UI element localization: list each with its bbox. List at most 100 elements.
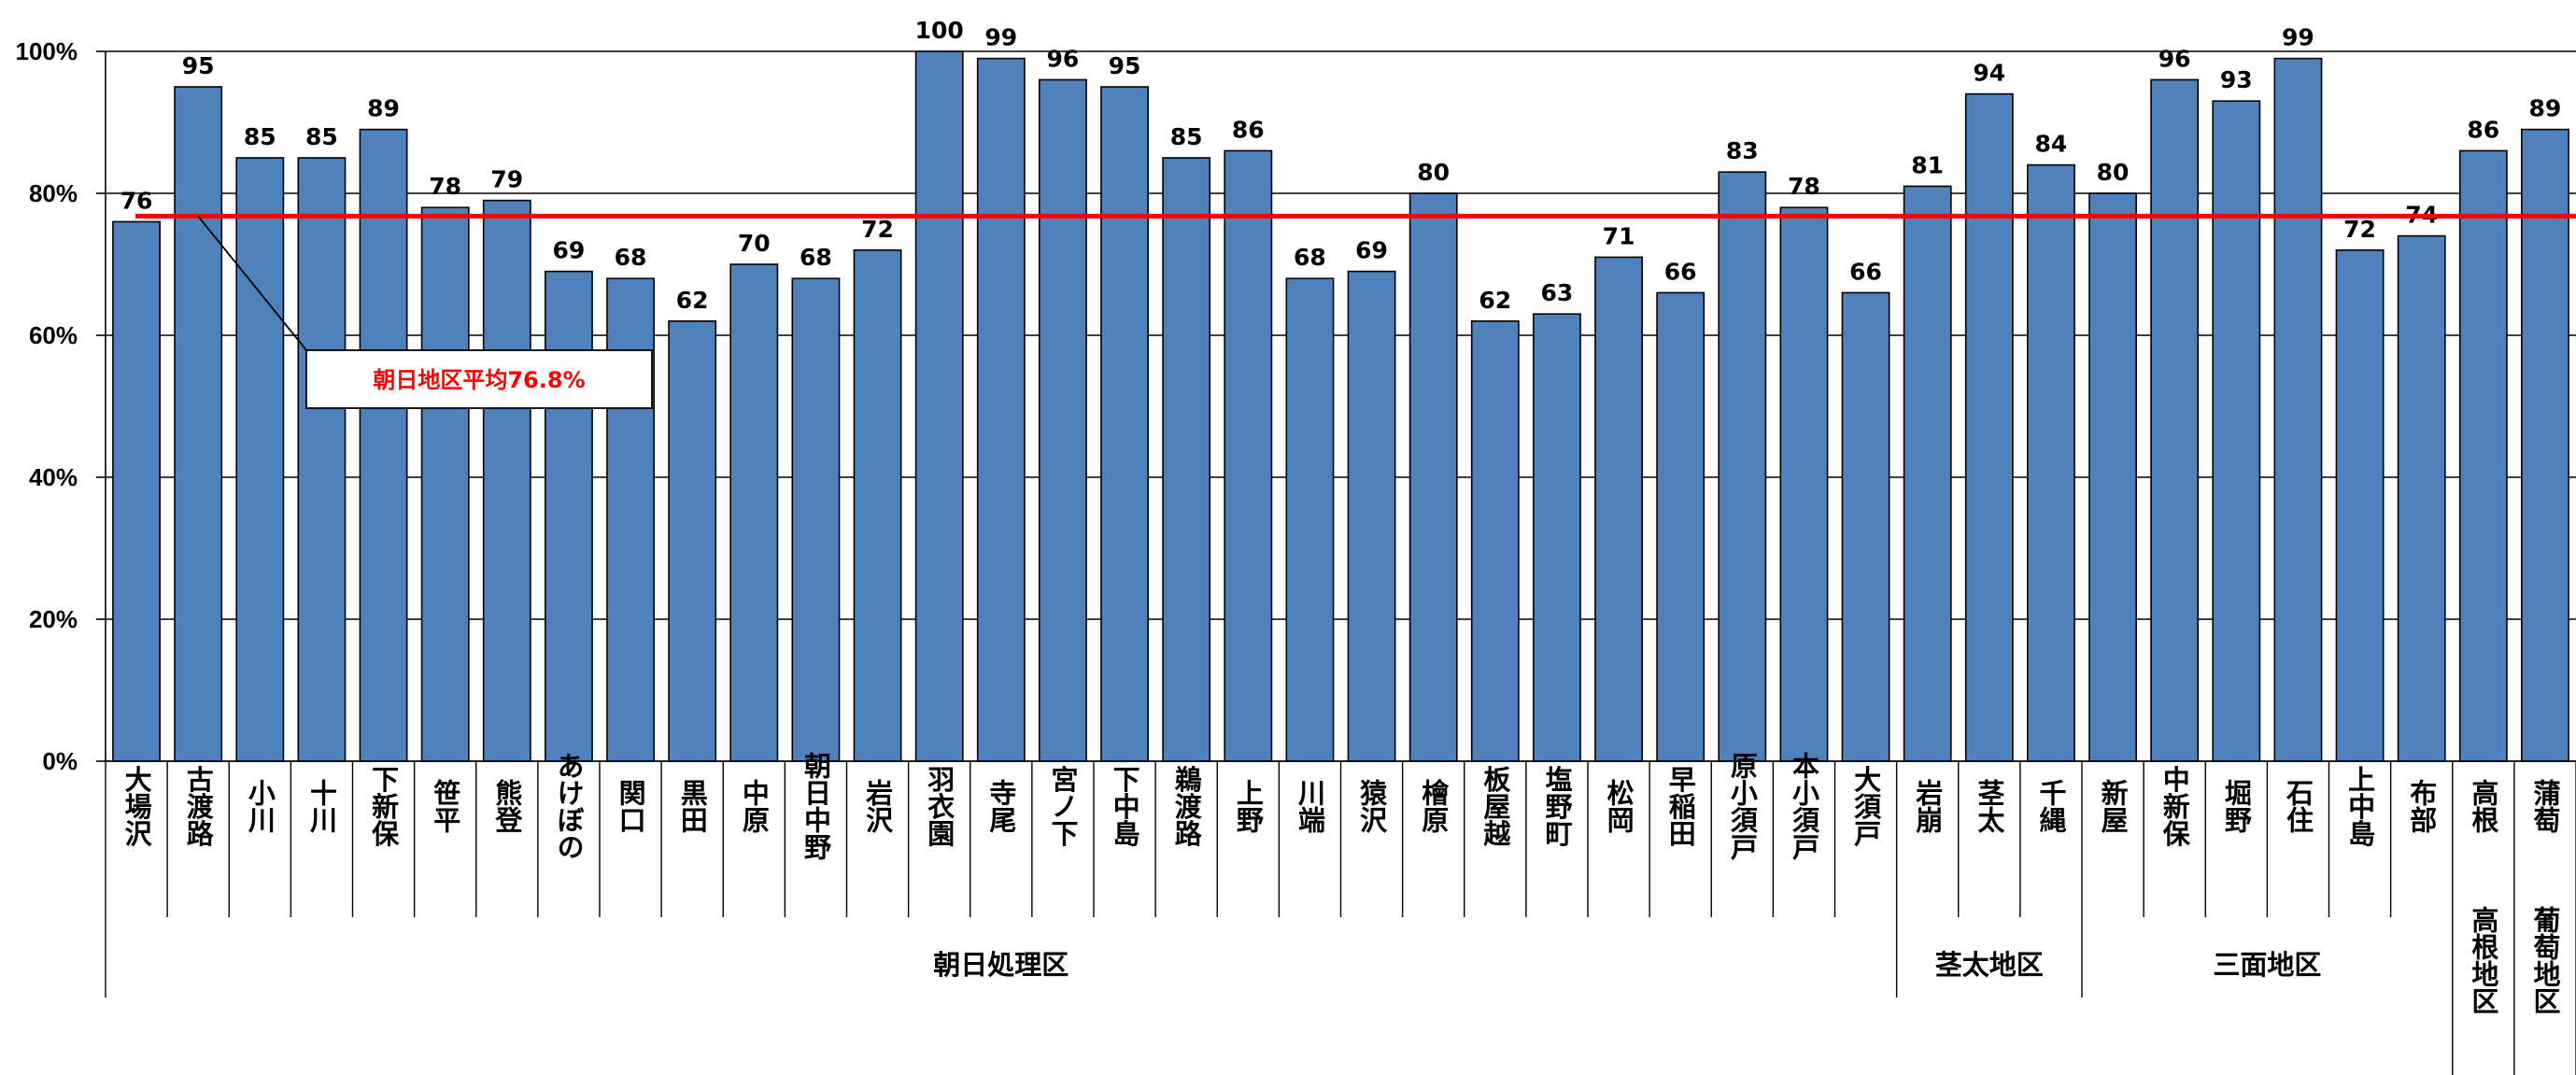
category-label: 高根 [2468,779,2499,834]
category-label: 中原 [738,779,770,833]
category-label: 熊登 [491,778,524,833]
data-label: 89 [2529,95,2562,122]
category-label: 本小須戸 [1788,752,1819,861]
category-label: 岩沢 [862,779,895,834]
category-label: 笹平 [430,779,461,833]
bar [2212,100,2261,762]
bar [359,128,408,762]
bar [174,86,223,762]
group-label: 三面地区 [2213,949,2321,981]
category-label: 朝日中野 [800,752,831,860]
bar [1718,171,1767,762]
data-label: 99 [2282,24,2314,51]
bar [420,206,470,762]
y-tick-label: 20% [29,605,78,633]
bar [112,220,161,762]
data-label: 72 [2343,216,2376,243]
data-label: 83 [1726,137,1759,164]
category-label: 関口 [615,779,646,833]
category-label: 下新保 [368,766,401,847]
data-label: 86 [1232,116,1265,143]
bar [1964,92,2014,762]
bar [297,157,347,762]
category-label: 十川 [305,779,337,833]
bar [668,319,717,762]
category-label: 茎太 [1974,779,2005,834]
bar [545,270,593,762]
data-label: 80 [2097,159,2130,186]
average-annotation: 朝日地区平均76.8% [135,213,2576,409]
data-label: 96 [1047,45,1080,72]
bar [853,248,902,762]
category-label: 大須戸 [1850,765,1882,847]
y-tick-label: 0% [42,747,78,775]
y-tick-label: 100% [16,37,78,65]
data-label: 78 [429,173,461,200]
data-label: 66 [1849,258,1882,285]
data-label: 81 [1911,151,1944,178]
data-label: 78 [1788,173,1820,200]
category-labels: 大場沢 古渡路 小川 十川 下新保 笹平 熊登 あけぼの 関口 黒田 中原 朝日中野 岩沢 羽衣園 寺尾 宮ノ… [120,752,2561,861]
data-label: 95 [182,52,215,79]
category-label: 大場沢 [120,765,152,847]
average-leader-line [197,215,307,351]
category-label: 小川 [244,779,276,833]
data-label: 85 [244,123,276,150]
category-label: 下中島 [1109,766,1140,847]
data-label: 68 [800,244,832,271]
bar [976,57,1026,762]
bar [2027,163,2075,762]
data-labels: 76 95 85 85 89 78 79 69 68 62 70 68 72 100 99 96 95 85 86 6… [120,17,2562,314]
data-label: 72 [861,216,894,243]
data-label: 85 [305,123,338,150]
category-label: 堀野 [2220,779,2252,833]
category-label: 早稲田 [1664,766,1696,847]
data-label: 99 [984,24,1017,51]
data-label: 84 [2035,131,2068,158]
bar [2397,234,2446,762]
data-label: 70 [738,230,771,257]
category-label: 檜原 [1418,778,1450,833]
category-label: 上中島 [2344,765,2376,846]
category-label: あけぼの [553,752,585,860]
category-label: 松岡 [1603,779,1635,833]
data-label: 79 [490,166,523,193]
bar [1594,256,1643,762]
bar [2150,78,2200,762]
bars [112,50,2569,762]
bar [1347,270,1396,762]
data-label: 68 [615,244,647,271]
bar [729,263,779,762]
bar [1100,86,1149,762]
data-label: 96 [2158,45,2191,72]
bar [2088,192,2137,762]
average-label: 朝日地区平均76.8% [373,367,585,393]
data-label: 85 [1170,123,1203,150]
y-axis-ticks: 0% 20% 40% 60% 80% 100% [16,37,106,775]
y-tick-label: 40% [29,463,78,491]
group-label: 高根地区 [2468,906,2499,1014]
data-label: 80 [1417,159,1450,186]
data-label: 95 [1109,52,1141,79]
data-label: 93 [2220,66,2253,93]
bar [2458,149,2508,762]
category-label: 原小須戸 [1726,752,1758,861]
axes [105,51,2576,917]
data-label: 66 [1664,258,1697,285]
bar [1224,149,1273,762]
category-label: 塩野町 [1541,765,1573,846]
category-label: 鵜渡路 [1170,765,1203,846]
bar [1285,277,1335,762]
bar [1162,157,1211,762]
bar [1903,185,1952,762]
group-label: 朝日処理区 [933,949,1069,981]
data-label: 71 [1603,222,1635,249]
y-tick-label: 80% [29,179,78,207]
y-tick-label: 60% [29,321,78,349]
data-label: 76 [120,187,153,214]
category-label: 川端 [1294,779,1325,833]
category-label: 板屋越 [1479,765,1511,846]
data-label: 69 [1355,237,1388,264]
category-label: 石住 [2282,779,2314,833]
